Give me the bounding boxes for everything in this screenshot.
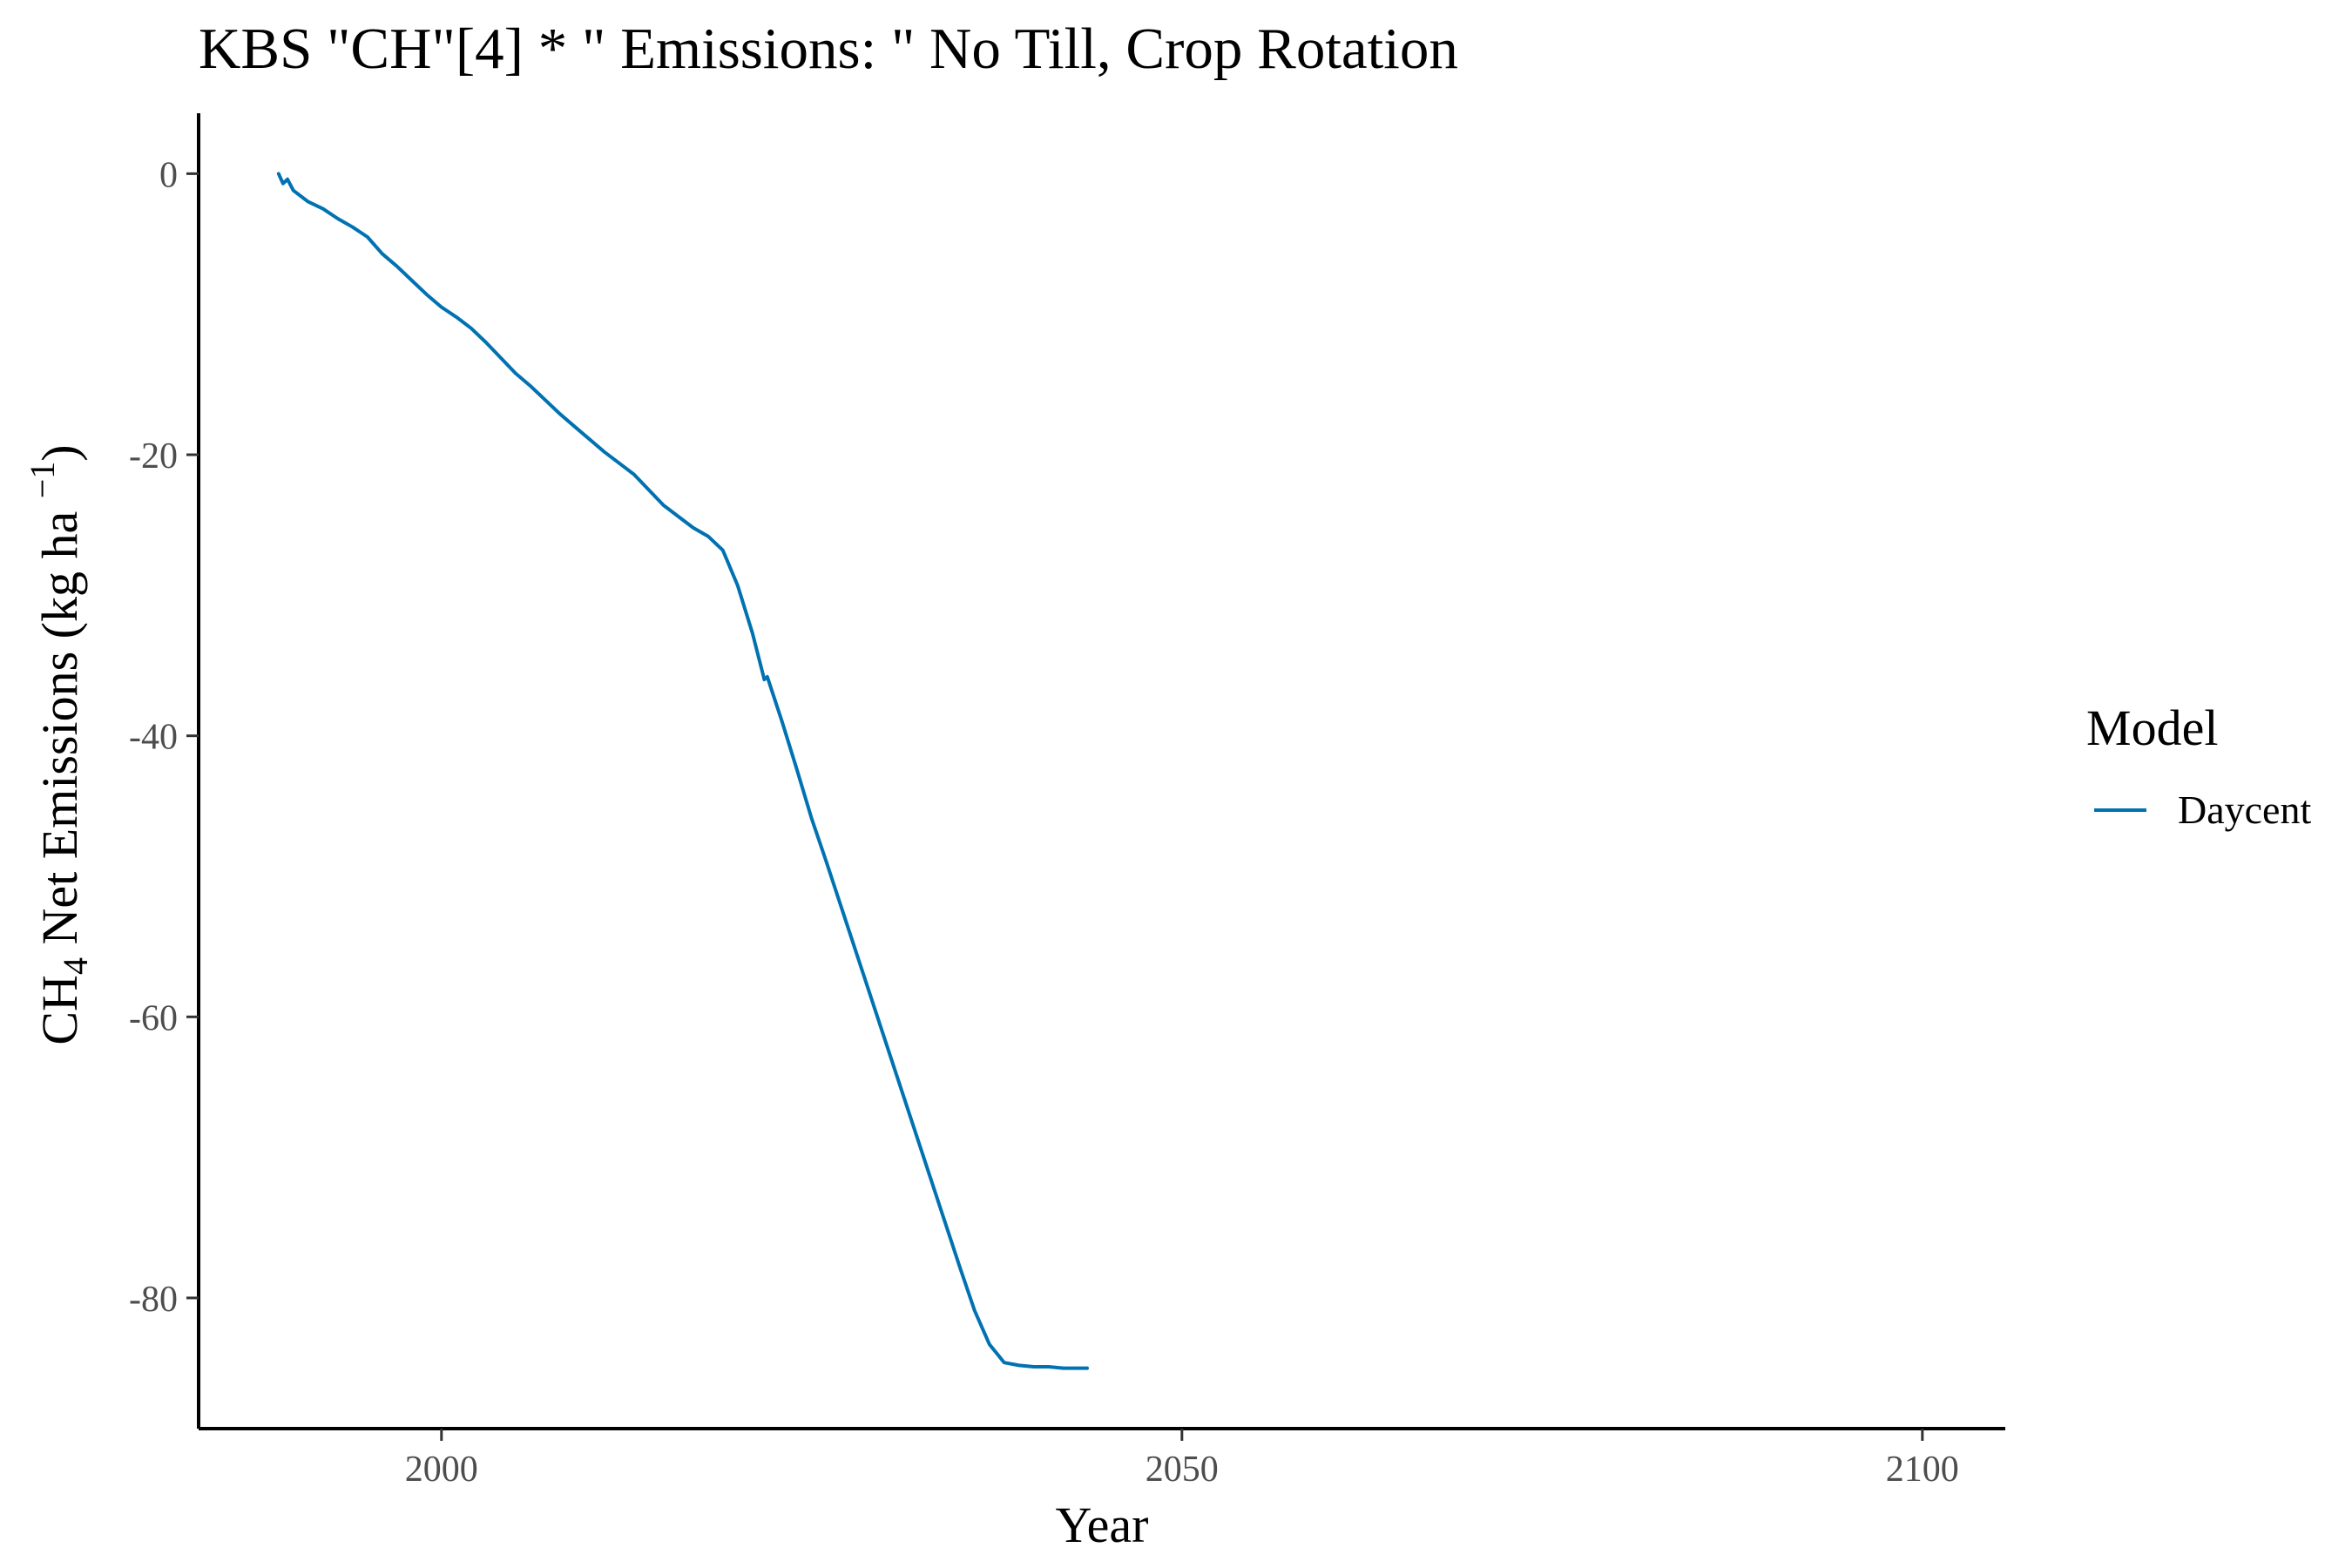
legend-title: Model	[2086, 700, 2218, 756]
x-tick-label: 2050	[1146, 1450, 1219, 1490]
y-axis-title-sup: −1	[23, 462, 62, 499]
y-axis-title: CH4 Net Emissions (kg ha −1)	[23, 444, 95, 1044]
y-axis-title-mid: Net Emissions (kg ha	[31, 498, 88, 957]
y-tick-label: -40	[129, 718, 178, 758]
y-axis-title-pre: CH	[31, 975, 88, 1045]
y-tick-label: 0	[159, 155, 178, 195]
y-axis-title-post: )	[31, 444, 88, 461]
x-tick-label: 2100	[1886, 1450, 1959, 1490]
series-line-daycent	[276, 172, 1089, 1370]
y-tick-label: -20	[129, 436, 178, 476]
y-axis-title-sub: 4	[56, 957, 95, 975]
y-tick-label: -60	[129, 998, 178, 1038]
chart-title: KBS "CH"[4] * " Emissions: " No Till, Cr…	[199, 17, 1458, 81]
legend: Model Daycent	[2086, 700, 2311, 832]
legend-label-daycent: Daycent	[2178, 787, 2311, 832]
series-layer	[276, 172, 1089, 1370]
x-tick-label: 2000	[405, 1450, 478, 1490]
y-tick-label: -80	[129, 1280, 178, 1320]
x-axis-title: Year	[1056, 1497, 1149, 1553]
axes: 0 -20 -40 -60 -80 2000 2050 2100	[129, 113, 2005, 1490]
